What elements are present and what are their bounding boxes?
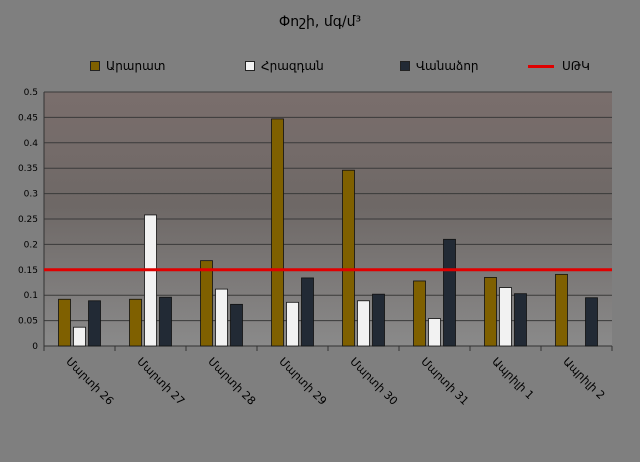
- bar-hrazdan: [499, 287, 512, 347]
- x-axis-ticks: Մարտի 26 Մարտի 27 Մարտի 28 Մարտի 29 Մարտի 30…: [43, 346, 613, 408]
- y-tick-label: 0.1: [24, 291, 38, 301]
- bar-vanadzor: [372, 293, 385, 347]
- y-tick-label: 0.5: [24, 88, 38, 98]
- legend: Արարատ Հրազդան Վանաձոր ՍԹԿ: [0, 56, 640, 76]
- x-tick-label: Մարտի 31: [418, 355, 471, 408]
- bar-ararat: [58, 298, 71, 347]
- x-tick-label: Մարտի 27: [134, 355, 187, 408]
- legend-item-hrazdan: Հրազդան: [245, 56, 324, 76]
- bar-ararat: [484, 277, 497, 347]
- y-tick-label: 0.3: [24, 190, 38, 200]
- y-tick-label: 0.15: [18, 266, 38, 276]
- legend-label-hrazdan: Հրազդան: [261, 59, 324, 73]
- bar-vanadzor: [585, 297, 598, 347]
- bar-vanadzor: [88, 300, 101, 347]
- legend-swatch-vanadzor: [400, 61, 410, 71]
- bar-vanadzor: [443, 238, 456, 347]
- bar-ararat: [271, 118, 284, 347]
- y-tick-label: 0.2: [24, 240, 38, 250]
- y-tick-label: 0.35: [18, 164, 38, 174]
- legend-item-mpc: ՍԹԿ: [528, 56, 590, 76]
- bar-vanadzor: [159, 296, 172, 347]
- legend-line-mpc: [528, 64, 554, 68]
- y-tick-label: 0.4: [24, 139, 39, 149]
- bar-hrazdan: [144, 214, 157, 347]
- bar-ararat: [555, 273, 568, 347]
- bar-vanadzor: [301, 277, 314, 347]
- chart-title: Փոշի, մգ/մ³: [278, 14, 362, 30]
- x-tick-label: Մարտի 29: [276, 355, 329, 408]
- bar-ararat: [129, 298, 142, 347]
- legend-swatch-ararat: [90, 61, 100, 71]
- bar-vanadzor: [230, 303, 243, 347]
- y-tick-label: 0.05: [18, 317, 38, 327]
- x-tick-label: Մարտի 30: [347, 355, 400, 408]
- legend-item-ararat: Արարատ: [90, 56, 165, 76]
- x-tick-label: Ապրիլի 2: [560, 355, 607, 402]
- bar-hrazdan: [428, 318, 441, 347]
- bar-ararat: [342, 169, 355, 347]
- bar-vanadzor: [514, 293, 527, 347]
- legend-label-ararat: Արարատ: [106, 59, 166, 73]
- legend-swatch-hrazdan: [245, 61, 255, 71]
- x-tick-label: Մարտի 28: [205, 355, 258, 408]
- y-tick-label: 0.45: [18, 113, 38, 123]
- y-axis-ticks: 0 0.05 0.1 0.15 0.2 0.25 0.3 0.35 0.4 0.45 0.5: [18, 88, 38, 352]
- bar-hrazdan: [286, 301, 299, 347]
- y-tick-label: 0: [32, 342, 38, 352]
- legend-label-mpc: ՍԹԿ: [562, 59, 590, 73]
- x-tick-label: Մարտի 26: [63, 355, 116, 408]
- y-tick-label: 0.25: [18, 215, 38, 225]
- bar-hrazdan: [73, 326, 86, 347]
- bar-ararat: [200, 260, 213, 347]
- legend-label-vanadzor: Վանաձոր: [416, 59, 479, 73]
- bar-hrazdan: [215, 288, 228, 347]
- legend-item-vanadzor: Վանաձոր: [400, 56, 479, 76]
- x-tick-label: Ապրիլի 1: [489, 355, 536, 402]
- bar-hrazdan: [357, 300, 370, 347]
- bar-ararat: [413, 280, 426, 347]
- bars: [58, 118, 598, 347]
